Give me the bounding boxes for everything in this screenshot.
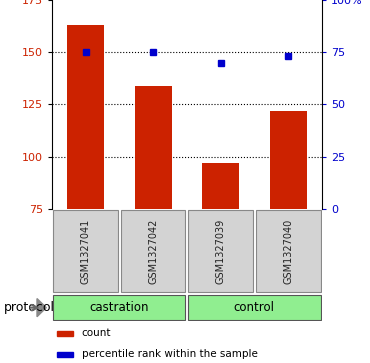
Text: protocol: protocol (4, 301, 55, 314)
Bar (188, 211, 253, 292)
Text: castration: castration (90, 301, 149, 314)
Bar (135, 86, 172, 209)
Bar (53, 295, 185, 320)
Text: count: count (81, 329, 111, 338)
Bar (53, 211, 118, 292)
Bar (57, 352, 73, 357)
Bar (121, 211, 185, 292)
Bar (57, 331, 73, 336)
Bar (188, 295, 320, 320)
Bar (256, 211, 320, 292)
Text: control: control (234, 301, 275, 314)
Bar (67, 25, 104, 209)
Text: GSM1327041: GSM1327041 (81, 219, 91, 284)
Text: GSM1327042: GSM1327042 (148, 219, 158, 284)
Text: GSM1327040: GSM1327040 (283, 219, 293, 284)
Bar (270, 111, 307, 209)
Text: percentile rank within the sample: percentile rank within the sample (81, 349, 258, 359)
Bar (202, 163, 239, 209)
Text: GSM1327039: GSM1327039 (216, 219, 226, 284)
